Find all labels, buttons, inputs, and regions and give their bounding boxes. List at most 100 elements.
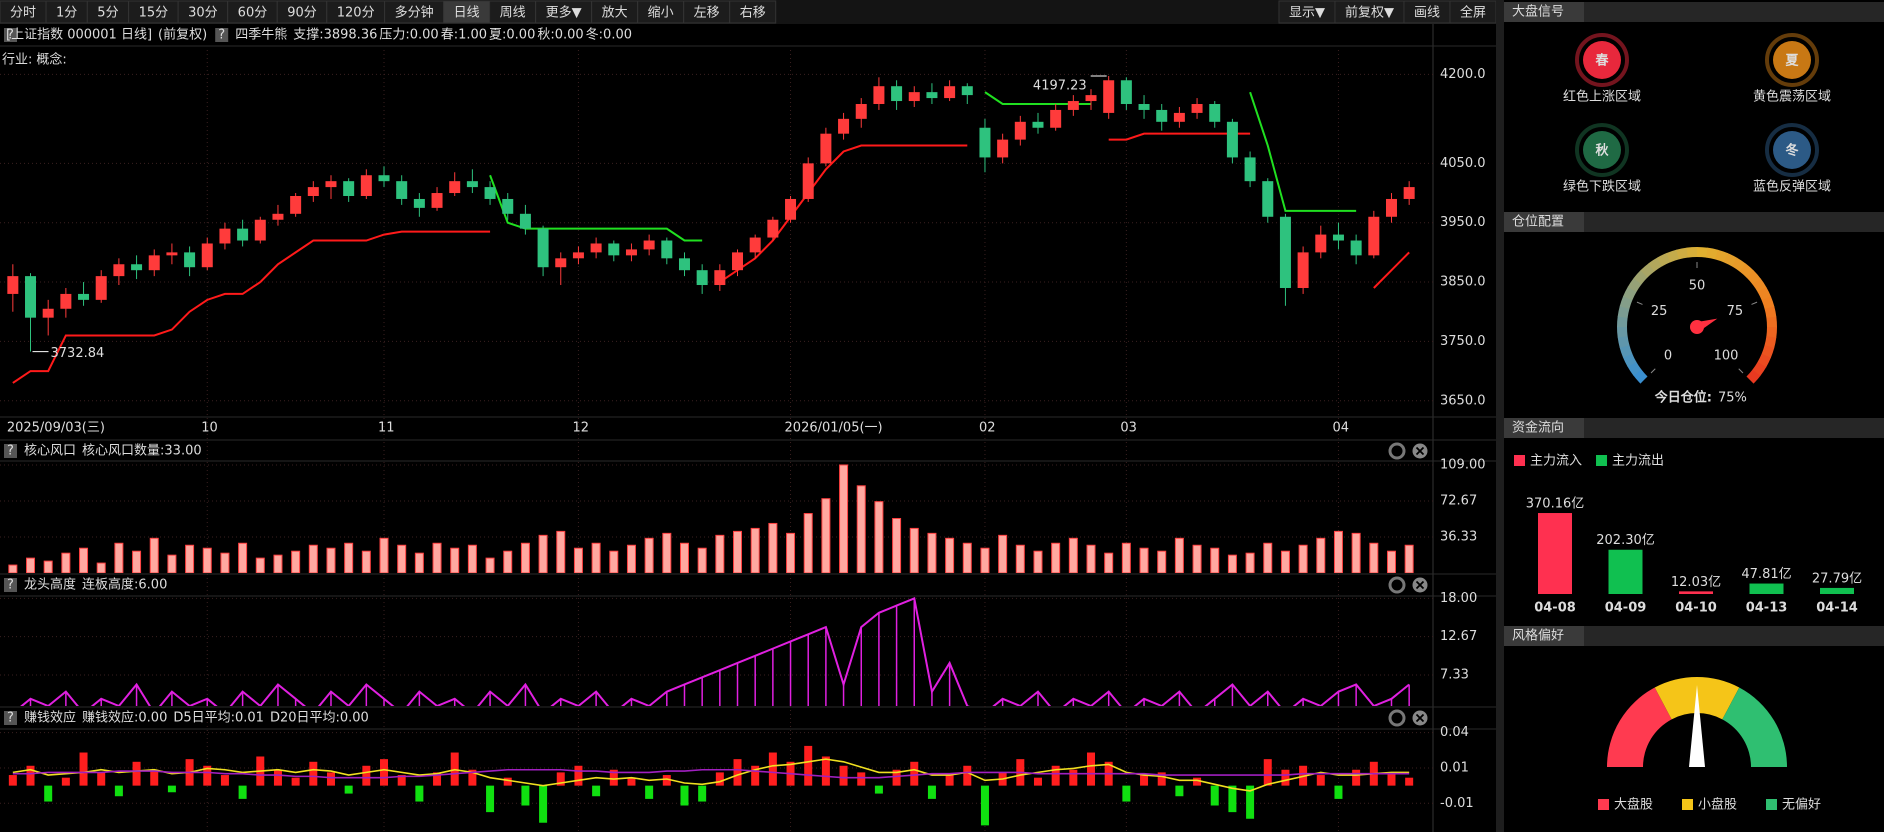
toolbar-button[interactable]: 1分 (45, 0, 88, 24)
gauge-arc (1696, 246, 1708, 258)
help-button[interactable] (215, 28, 229, 42)
candle-body (1156, 109, 1168, 122)
bar (150, 769, 159, 786)
button-label[interactable]: 90分 (287, 6, 317, 21)
toolbar-button[interactable]: 左移 (683, 0, 731, 24)
legend-label: 主力流入 (1530, 454, 1582, 469)
bar (1228, 785, 1237, 813)
y-tick-label: 4200.0 (1440, 67, 1486, 82)
button-label[interactable]: 左移 (694, 6, 720, 21)
gauge-arc (1752, 278, 1767, 293)
candle-body (1191, 104, 1203, 113)
bar (467, 544, 477, 573)
panel-title: 赚钱效应 (24, 710, 76, 726)
button-label[interactable]: 分时 (10, 6, 36, 21)
bar (238, 542, 248, 573)
bar (149, 537, 159, 573)
bar (432, 542, 442, 573)
toolbar-button[interactable]: 周线 (489, 0, 537, 24)
button-label[interactable]: 画线 (1414, 6, 1440, 21)
signal-ring (1765, 33, 1819, 87)
bar (874, 501, 884, 573)
toolbar-button[interactable]: 放大 (591, 0, 639, 24)
bar (1334, 785, 1343, 799)
gauge-arc (1619, 344, 1633, 358)
button-label[interactable]: 全屏 (1460, 5, 1486, 21)
bar (273, 769, 282, 786)
y-tick-label: 12.67 (1440, 629, 1477, 644)
toolbar-button[interactable]: 5分 (86, 0, 130, 24)
toolbar-button[interactable]: 30分 (177, 0, 229, 24)
toolbar-button[interactable]: 分时 (0, 0, 47, 24)
value-label: 47.81亿 (1741, 567, 1791, 582)
candle-body (961, 86, 973, 96)
bar (61, 552, 71, 573)
gauge-arc (1766, 326, 1777, 338)
candle-body (484, 187, 496, 199)
button-label[interactable]: 右移 (740, 6, 766, 21)
button-label[interactable]: 30分 (188, 6, 218, 21)
settings-icon[interactable] (1388, 442, 1406, 460)
x-tick-label: 04 (1332, 421, 1349, 436)
button-label[interactable]: 1分 (56, 6, 77, 21)
button-label[interactable]: 更多▼ (546, 5, 582, 21)
bar (220, 775, 229, 786)
bar (308, 544, 318, 573)
toolbar-button[interactable]: 画线 (1403, 0, 1451, 24)
signal-label: 黄色震荡区域 (1753, 89, 1831, 105)
settings-icon[interactable] (1388, 709, 1406, 727)
button-label[interactable]: 周线 (500, 6, 526, 21)
help-button[interactable] (4, 711, 17, 725)
bar (415, 785, 424, 802)
button-label[interactable]: 60分 (238, 6, 268, 21)
toolbar-button[interactable]: 15分 (128, 0, 179, 24)
gauge-arc (1640, 263, 1655, 278)
toolbar-button[interactable]: 120分 (326, 0, 386, 24)
section-title: 大盘信号 (1512, 4, 1564, 20)
panel-title: 核心风口 (24, 444, 76, 459)
button-label[interactable]: 显示▼ (1289, 6, 1325, 21)
y-tick-label: 3950.0 (1440, 215, 1486, 230)
button-label[interactable]: 日线 (454, 6, 480, 21)
toolbar-button[interactable]: 90分 (276, 0, 328, 24)
toolbar-button[interactable]: 更多▼ (535, 0, 593, 24)
settings-icon[interactable] (1388, 576, 1406, 594)
toolbar-button[interactable]: 前复权▼ (1334, 0, 1405, 24)
panel-plot (8, 745, 1414, 826)
help-label: ? (218, 28, 225, 43)
candle-body (307, 187, 319, 196)
toolbar-button[interactable]: 日线 (443, 0, 491, 24)
toolbar-button[interactable]: 右移 (729, 0, 777, 24)
button-bg[interactable] (729, 0, 777, 24)
toolbar-button[interactable]: 缩小 (637, 0, 685, 24)
candle-body (1209, 104, 1221, 122)
bar (609, 769, 618, 786)
toolbar-button[interactable]: 显示▼ (1278, 0, 1336, 24)
bar (450, 547, 460, 573)
bar (556, 530, 566, 573)
candle-body (785, 198, 797, 220)
button-label[interactable]: 5分 (97, 6, 118, 21)
x-tick-label: 03 (1120, 421, 1137, 436)
button-label[interactable]: 前复权▼ (1345, 5, 1394, 21)
gauge-arc (1633, 270, 1648, 285)
button-label[interactable]: 放大 (602, 6, 628, 21)
help-button[interactable] (4, 444, 17, 458)
button-label[interactable]: 缩小 (648, 5, 674, 21)
help-button[interactable] (4, 28, 17, 42)
gauge-arc (1686, 247, 1698, 258)
toolbar-button[interactable]: 全屏 (1449, 0, 1497, 24)
bar (1316, 537, 1326, 573)
button-label[interactable]: 多分钟 (395, 5, 434, 21)
gauge-arc (1617, 305, 1630, 318)
toolbar-button[interactable]: 多分钟 (384, 0, 445, 24)
help-button[interactable] (4, 578, 17, 592)
bar (715, 772, 724, 786)
bar (1227, 554, 1237, 573)
candle-body (855, 104, 867, 119)
candle-body (926, 92, 938, 99)
legend-swatch (1598, 799, 1609, 810)
toolbar-button[interactable]: 60分 (227, 0, 278, 24)
button-label[interactable]: 15分 (139, 6, 169, 21)
button-label[interactable]: 120分 (337, 6, 375, 21)
